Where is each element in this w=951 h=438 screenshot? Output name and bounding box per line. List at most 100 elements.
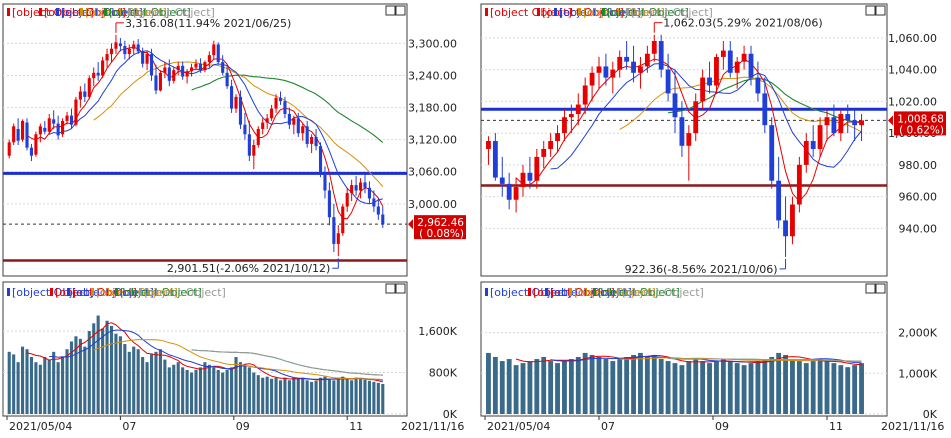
volume-panel-frame bbox=[2, 281, 408, 417]
volume-bar bbox=[167, 367, 171, 414]
price-box bbox=[894, 111, 946, 136]
vol-minimize-button[interactable] bbox=[385, 283, 396, 294]
candle-body bbox=[354, 185, 358, 191]
candle-body bbox=[859, 120, 864, 126]
volume-bar bbox=[247, 367, 251, 414]
volume-bar bbox=[105, 320, 109, 414]
price-tick-label: 3,180.00 bbox=[408, 102, 457, 115]
candle-body bbox=[624, 56, 630, 62]
candle-body bbox=[381, 214, 385, 225]
low-annotation: 922.36(-8.56% 2021/10/06) bbox=[625, 263, 778, 276]
ma20-line bbox=[93, 61, 384, 188]
volume-bar bbox=[513, 365, 519, 414]
volume-bar bbox=[163, 359, 167, 414]
candle-body bbox=[582, 85, 588, 105]
volume-bar bbox=[734, 363, 740, 414]
volume-bar bbox=[238, 362, 243, 414]
close-button[interactable] bbox=[395, 5, 406, 16]
volume-bar bbox=[310, 381, 314, 414]
volume-bar bbox=[499, 361, 505, 414]
candle-body bbox=[589, 72, 595, 86]
volume-bar bbox=[234, 357, 238, 414]
minimize-button[interactable] bbox=[865, 5, 876, 16]
volume-bar bbox=[790, 359, 795, 414]
price-pointer bbox=[888, 115, 893, 126]
minimize-button[interactable] bbox=[385, 5, 396, 16]
price-box-pct: ( 0.62%) bbox=[899, 124, 944, 136]
legend-swatch bbox=[7, 8, 10, 16]
candle-body bbox=[34, 134, 38, 155]
volume-bar bbox=[714, 361, 719, 414]
volume-bar bbox=[624, 357, 630, 414]
vol-legend-swatch bbox=[50, 288, 53, 296]
candle-body bbox=[838, 114, 844, 134]
candle-body bbox=[69, 115, 74, 125]
candle-body bbox=[105, 54, 109, 61]
candle-body bbox=[234, 96, 238, 109]
volume-bar bbox=[87, 331, 91, 414]
volume-bar bbox=[158, 349, 162, 414]
volume-bar bbox=[562, 361, 567, 414]
candle-body bbox=[92, 72, 96, 79]
x-tick-label: 09 bbox=[715, 420, 729, 433]
candle-body bbox=[824, 117, 830, 126]
legend-swatch bbox=[128, 8, 131, 16]
volume-bar bbox=[194, 369, 198, 414]
volume-bar bbox=[363, 379, 367, 414]
candle-body bbox=[154, 75, 158, 91]
candle-body bbox=[274, 97, 278, 109]
volume-bar bbox=[852, 365, 858, 414]
x-tick-label: 2021/05/04 bbox=[9, 420, 72, 433]
volume-bar bbox=[314, 380, 318, 414]
volume-bar bbox=[527, 361, 533, 414]
candle-body bbox=[486, 141, 491, 149]
candle-body bbox=[149, 54, 154, 76]
legend-swatch bbox=[578, 8, 581, 16]
high-annotation: 3,316.08(11.94% 2021/06/25) bbox=[125, 17, 291, 30]
volume-bar bbox=[154, 351, 158, 414]
volume-bar bbox=[305, 380, 309, 414]
candle-body bbox=[790, 204, 795, 237]
vol-legend-swatch bbox=[617, 288, 620, 296]
candle-body bbox=[305, 126, 309, 144]
price-tick-label: 960.00 bbox=[899, 191, 938, 204]
volume-bar bbox=[96, 315, 100, 414]
candle-body bbox=[283, 101, 287, 114]
vol-close-button[interactable] bbox=[395, 283, 406, 294]
legend-label: [object Object] bbox=[133, 6, 215, 19]
close-button[interactable] bbox=[875, 5, 886, 16]
candle-body bbox=[118, 43, 122, 47]
volume-bar bbox=[720, 359, 726, 414]
volume-bar bbox=[225, 369, 229, 414]
volume-bar bbox=[617, 359, 623, 414]
volume-bar bbox=[132, 346, 136, 414]
candle-body bbox=[783, 220, 788, 237]
candle-body bbox=[38, 126, 42, 135]
candle-body bbox=[727, 50, 733, 73]
vol-legend-swatch bbox=[91, 288, 94, 296]
legend-label: [object Object] bbox=[631, 6, 713, 19]
volume-bar bbox=[69, 341, 74, 414]
volume-bar bbox=[555, 363, 560, 414]
candle-body bbox=[810, 141, 816, 149]
candle-body bbox=[707, 77, 712, 86]
candle-body bbox=[296, 118, 300, 134]
volume-ma120-line bbox=[191, 349, 383, 376]
volume-ma10-line bbox=[49, 329, 383, 381]
candle-body bbox=[845, 114, 851, 121]
volume-bar bbox=[693, 359, 699, 414]
candle-body bbox=[109, 48, 114, 55]
volume-bar bbox=[83, 346, 87, 414]
candle-body bbox=[132, 44, 136, 49]
volume-bar bbox=[492, 357, 498, 414]
vol-close-button[interactable] bbox=[875, 283, 886, 294]
volume-bar bbox=[520, 363, 526, 414]
volume-bar bbox=[61, 357, 65, 414]
volume-bar bbox=[270, 378, 274, 414]
candle-body bbox=[189, 67, 194, 72]
candle-body bbox=[65, 115, 69, 121]
low-annotation: 2,901.51(-2.06% 2021/10/12) bbox=[167, 262, 330, 275]
candle-body bbox=[238, 96, 243, 125]
legend-swatch bbox=[485, 8, 488, 16]
vol-minimize-button[interactable] bbox=[865, 283, 876, 294]
